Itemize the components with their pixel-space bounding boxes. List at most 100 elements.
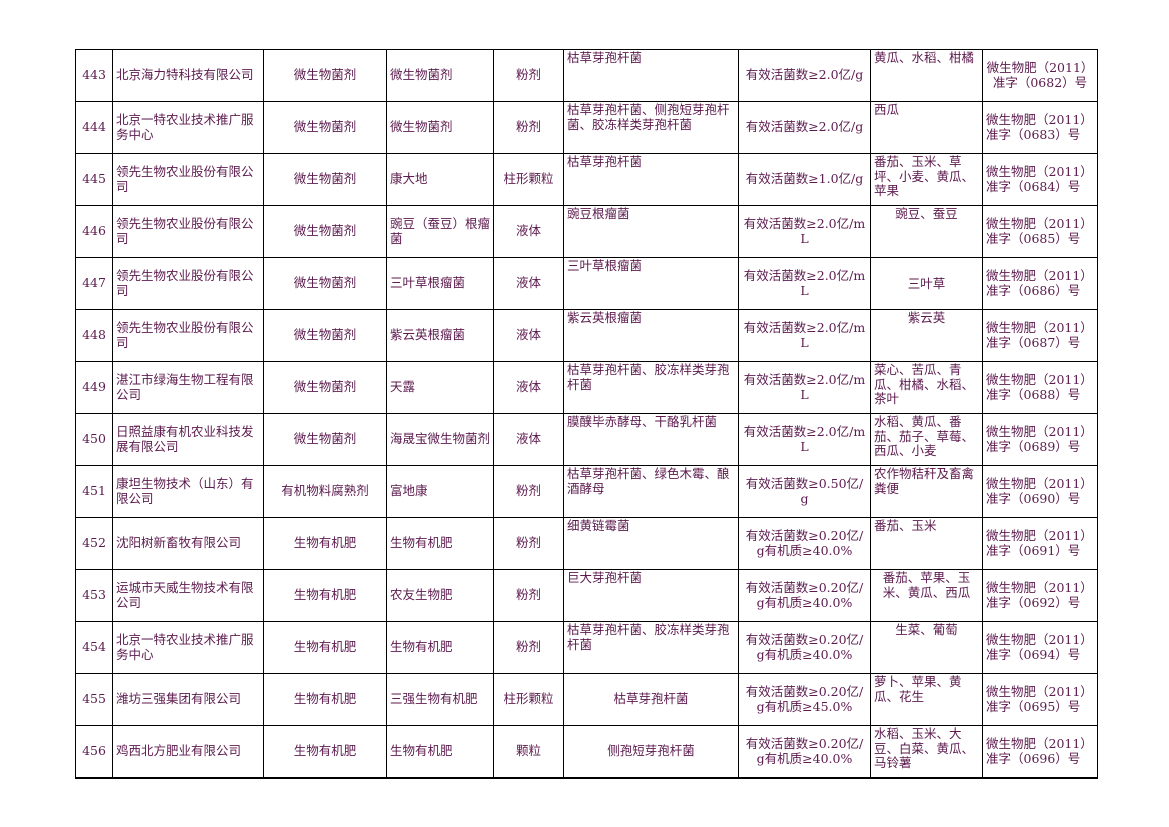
registration-number: 微生物肥（2011）准字（0689）号 <box>982 413 1098 466</box>
technical-spec: 有效活菌数≥0.20亿/g有机质≥40.0% <box>738 569 871 622</box>
strain-name: 枯草芽孢杆菌 <box>563 49 739 102</box>
applicable-crops: 黄瓜、水稻、柑橘 <box>870 49 983 102</box>
table-row: 452 沈阳树新畜牧有限公司 生物有机肥 生物有机肥 粉剂 细黄链霉菌 有效活菌数≥0.20… <box>75 517 1098 570</box>
applicable-crops: 番茄、玉米、草坪、小麦、黄瓜、苹果 <box>870 153 983 206</box>
applicable-crops: 生菜、葡萄 <box>870 621 983 674</box>
row-number: 450 <box>75 413 113 466</box>
company-name: 北京海力特科技有限公司 <box>112 49 264 102</box>
product-category: 生物有机肥 <box>263 725 387 779</box>
technical-spec: 有效活菌数≥2.0亿/mL <box>738 309 871 362</box>
product-form: 液体 <box>493 413 564 466</box>
product-form: 粉剂 <box>493 621 564 674</box>
table-row: 446 领先生物农业股份有限公司 微生物菌剂 豌豆（蚕豆）根瘤菌 液体 豌豆根瘤菌 有效活菌… <box>75 205 1098 258</box>
product-name: 豌豆（蚕豆）根瘤菌 <box>386 205 494 258</box>
applicable-crops: 西瓜 <box>870 101 983 154</box>
company-name: 领先生物农业股份有限公司 <box>112 153 264 206</box>
product-category: 微生物菌剂 <box>263 257 387 310</box>
table-row: 445 领先生物农业股份有限公司 微生物菌剂 康大地 柱形颗粒 枯草芽孢杆菌 有效活菌数≥1… <box>75 153 1098 206</box>
technical-spec: 有效活菌数≥0.20亿/g有机质≥40.0% <box>738 725 871 779</box>
registration-number: 微生物肥（2011）准字（0692）号 <box>982 569 1098 622</box>
product-form: 粉剂 <box>493 569 564 622</box>
strain-name: 枯草芽孢杆菌、侧孢短芽孢杆菌、胶冻样类芽孢杆菌 <box>563 101 739 154</box>
applicable-crops: 水稻、玉米、大豆、白菜、黄瓜、马铃薯 <box>870 725 983 779</box>
row-number: 451 <box>75 465 113 518</box>
applicable-crops: 菜心、苦瓜、青瓜、柑橘、水稻、茶叶 <box>870 361 983 414</box>
company-name: 鸡西北方肥业有限公司 <box>112 725 264 779</box>
technical-spec: 有效活菌数≥2.0亿/mL <box>738 361 871 414</box>
table-row: 455 潍坊三强集团有限公司 生物有机肥 三强生物有机肥 柱形颗粒 枯草芽孢杆菌 有效活菌数… <box>75 673 1098 726</box>
product-name: 生物有机肥 <box>386 621 494 674</box>
product-name: 三叶草根瘤菌 <box>386 257 494 310</box>
table-row: 456 鸡西北方肥业有限公司 生物有机肥 生物有机肥 颗粒 侧孢短芽孢杆菌 有效活菌数≥0.… <box>75 725 1098 779</box>
row-number: 448 <box>75 309 113 362</box>
technical-spec: 有效活菌数≥0.50亿/g <box>738 465 871 518</box>
table-row: 443 北京海力特科技有限公司 微生物菌剂 微生物菌剂 粉剂 枯草芽孢杆菌 有效活菌数≥2.… <box>75 49 1098 102</box>
technical-spec: 有效活菌数≥2.0亿/g <box>738 101 871 154</box>
applicable-crops: 水稻、黄瓜、番茄、茄子、草莓、西瓜、小麦 <box>870 413 983 466</box>
product-category: 微生物菌剂 <box>263 101 387 154</box>
table-row: 447 领先生物农业股份有限公司 微生物菌剂 三叶草根瘤菌 液体 三叶草根瘤菌 有效活菌数≥… <box>75 257 1098 310</box>
product-category: 微生物菌剂 <box>263 309 387 362</box>
company-name: 潍坊三强集团有限公司 <box>112 673 264 726</box>
registration-number: 微生物肥（2011）准字（0682）号 <box>982 49 1098 102</box>
company-name: 康坦生物技术（山东）有限公司 <box>112 465 264 518</box>
product-category: 微生物菌剂 <box>263 413 387 466</box>
registration-number: 微生物肥（2011）准字（0696）号 <box>982 725 1098 779</box>
row-number: 453 <box>75 569 113 622</box>
product-category: 生物有机肥 <box>263 621 387 674</box>
row-number: 454 <box>75 621 113 674</box>
row-number: 447 <box>75 257 113 310</box>
product-name: 富地康 <box>386 465 494 518</box>
table-row: 444 北京一特农业技术推广服务中心 微生物菌剂 微生物菌剂 粉剂 枯草芽孢杆菌、侧孢短芽… <box>75 101 1098 154</box>
company-name: 日照益康有机农业科技发展有限公司 <box>112 413 264 466</box>
applicable-crops: 番茄、苹果、玉米、黄瓜、西瓜 <box>870 569 983 622</box>
row-number: 449 <box>75 361 113 414</box>
registration-number: 微生物肥（2011）准字（0686）号 <box>982 257 1098 310</box>
registration-number: 微生物肥（2011）准字（0685）号 <box>982 205 1098 258</box>
row-number: 445 <box>75 153 113 206</box>
product-form: 液体 <box>493 257 564 310</box>
product-category: 微生物菌剂 <box>263 205 387 258</box>
applicable-crops: 豌豆、蚕豆 <box>870 205 983 258</box>
company-name: 领先生物农业股份有限公司 <box>112 205 264 258</box>
product-form: 粉剂 <box>493 49 564 102</box>
technical-spec: 有效活菌数≥0.20亿/g有机质≥40.0% <box>738 517 871 570</box>
company-name: 北京一特农业技术推广服务中心 <box>112 621 264 674</box>
product-form: 液体 <box>493 309 564 362</box>
row-number: 452 <box>75 517 113 570</box>
strain-name: 枯草芽孢杆菌、胶冻样类芽孢杆菌 <box>563 361 739 414</box>
company-name: 领先生物农业股份有限公司 <box>112 257 264 310</box>
registration-number: 微生物肥（2011）准字（0694）号 <box>982 621 1098 674</box>
applicable-crops: 番茄、玉米 <box>870 517 983 570</box>
table-row: 454 北京一特农业技术推广服务中心 生物有机肥 生物有机肥 粉剂 枯草芽孢杆菌、胶冻样类… <box>75 621 1098 674</box>
table-row: 448 领先生物农业股份有限公司 微生物菌剂 紫云英根瘤菌 液体 紫云英根瘤菌 有效活菌数≥… <box>75 309 1098 362</box>
company-name: 湛江市绿海生物工程有限公司 <box>112 361 264 414</box>
product-name: 农友生物肥 <box>386 569 494 622</box>
applicable-crops: 三叶草 <box>870 257 983 310</box>
product-category: 生物有机肥 <box>263 673 387 726</box>
product-category: 微生物菌剂 <box>263 153 387 206</box>
registration-number: 微生物肥（2011）准字（0687）号 <box>982 309 1098 362</box>
product-category: 微生物菌剂 <box>263 49 387 102</box>
registration-number: 微生物肥（2011）准字（0690）号 <box>982 465 1098 518</box>
technical-spec: 有效活菌数≥0.20亿/g有机质≥45.0% <box>738 673 871 726</box>
applicable-crops: 紫云英 <box>870 309 983 362</box>
table-row: 449 湛江市绿海生物工程有限公司 微生物菌剂 天露 液体 枯草芽孢杆菌、胶冻样类芽孢杆菌… <box>75 361 1098 414</box>
table-row: 450 日照益康有机农业科技发展有限公司 微生物菌剂 海晟宝微生物菌剂 液体 膜醭毕赤酵母… <box>75 413 1098 466</box>
company-name: 北京一特农业技术推广服务中心 <box>112 101 264 154</box>
row-number: 456 <box>75 725 113 779</box>
registration-number: 微生物肥（2011）准字（0683）号 <box>982 101 1098 154</box>
product-name: 微生物菌剂 <box>386 101 494 154</box>
company-name: 运城市天威生物技术有限公司 <box>112 569 264 622</box>
technical-spec: 有效活菌数≥1.0亿/g <box>738 153 871 206</box>
product-form: 液体 <box>493 361 564 414</box>
strain-name: 侧孢短芽孢杆菌 <box>563 725 739 779</box>
product-name: 生物有机肥 <box>386 517 494 570</box>
product-form: 柱形颗粒 <box>493 673 564 726</box>
company-name: 领先生物农业股份有限公司 <box>112 309 264 362</box>
product-name: 海晟宝微生物菌剂 <box>386 413 494 466</box>
row-number: 443 <box>75 49 113 102</box>
technical-spec: 有效活菌数≥2.0亿/mL <box>738 257 871 310</box>
applicable-crops: 萝卜、苹果、黄瓜、花生 <box>870 673 983 726</box>
strain-name: 枯草芽孢杆菌 <box>563 673 739 726</box>
